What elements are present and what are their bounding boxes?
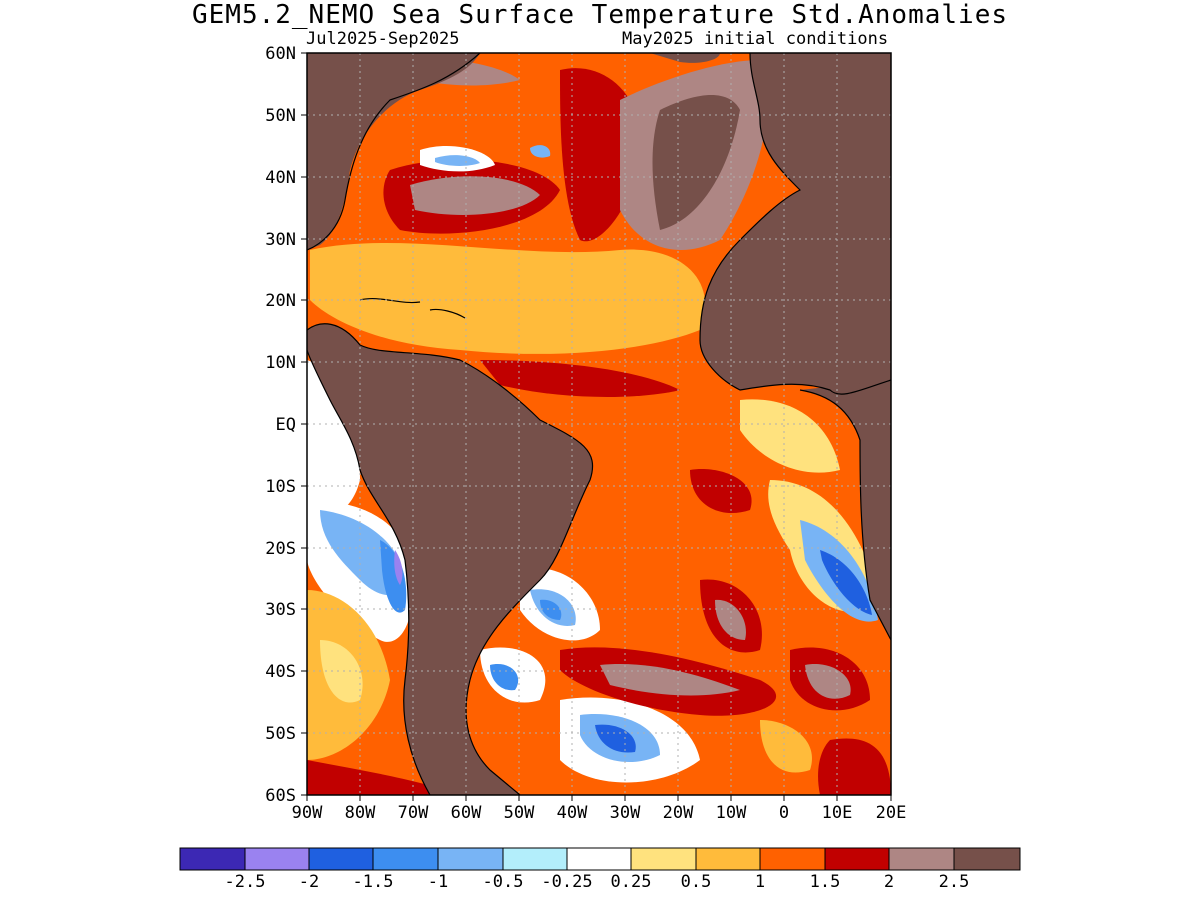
colorbar-swatch — [630, 847, 697, 871]
lat-label: 30S — [265, 600, 296, 620]
colorbar-label: 2.5 — [938, 872, 970, 892]
lat-label: 40S — [265, 662, 296, 682]
axis-ticks — [301, 52, 892, 801]
graticule — [307, 53, 891, 795]
lat-label: EQ — [275, 415, 296, 435]
map-field — [307, 53, 891, 795]
lon-label: 0 — [778, 803, 790, 823]
lat-label: 60N — [265, 44, 296, 64]
colorbar-swatch — [566, 847, 632, 871]
lat-label: 20S — [265, 539, 296, 559]
colorbar-swatch — [244, 847, 310, 871]
lon-label: 80W — [344, 803, 376, 823]
colorbar-label: 0.25 — [610, 872, 652, 892]
lon-label: 10E — [821, 803, 853, 823]
lon-label: 90W — [291, 803, 323, 823]
colorbar-label: 2 — [883, 872, 895, 892]
lon-label: 20E — [875, 803, 907, 823]
lon-label: 30W — [609, 803, 641, 823]
lat-label: 10N — [265, 353, 296, 373]
colorbar-label: -2.5 — [224, 872, 266, 892]
lon-label: 20W — [662, 803, 694, 823]
initial-conditions: May2025 initial conditions — [622, 29, 889, 49]
lon-label: 40W — [556, 803, 588, 823]
lat-label: 50S — [265, 724, 296, 744]
colorbar-label: -1 — [427, 872, 449, 892]
colorbar-swatch — [824, 847, 890, 871]
colorbar-swatch — [695, 847, 761, 871]
colorbar-swatch — [759, 847, 826, 871]
colorbar-label: 1 — [754, 872, 766, 892]
chart-title: GEM5.2_NEMO Sea Surface Temperature Std.… — [191, 0, 1008, 30]
lat-label: 10S — [265, 477, 296, 497]
lon-label: 60W — [450, 803, 482, 823]
colorbar-swatch — [502, 847, 568, 871]
lat-label: 50N — [265, 106, 296, 126]
forecast-period: Jul2025-Sep2025 — [306, 29, 460, 49]
colorbar-label: -0.25 — [541, 872, 593, 892]
colorbar-label: -0.5 — [482, 872, 524, 892]
colorbar-swatch — [308, 847, 374, 871]
colorbar — [179, 847, 1021, 871]
colorbar-swatch — [179, 847, 246, 871]
colorbar-label: -1.5 — [352, 872, 394, 892]
lat-label: 40N — [265, 168, 296, 188]
lat-label: 30N — [265, 230, 296, 250]
lon-label: 50W — [503, 803, 535, 823]
colorbar-label: 1.5 — [809, 872, 841, 892]
colorbar-swatch — [372, 847, 439, 871]
colorbar-swatch — [888, 847, 955, 871]
colorbar-label: -2 — [298, 872, 320, 892]
colorbar-swatch — [437, 847, 504, 871]
lon-label: 70W — [397, 803, 429, 823]
colorbar-label: 0.5 — [680, 872, 712, 892]
lat-label: 20N — [265, 291, 296, 311]
lat-label: 60S — [265, 786, 296, 806]
colorbar-swatch — [953, 847, 1021, 871]
lon-label: 10W — [715, 803, 747, 823]
